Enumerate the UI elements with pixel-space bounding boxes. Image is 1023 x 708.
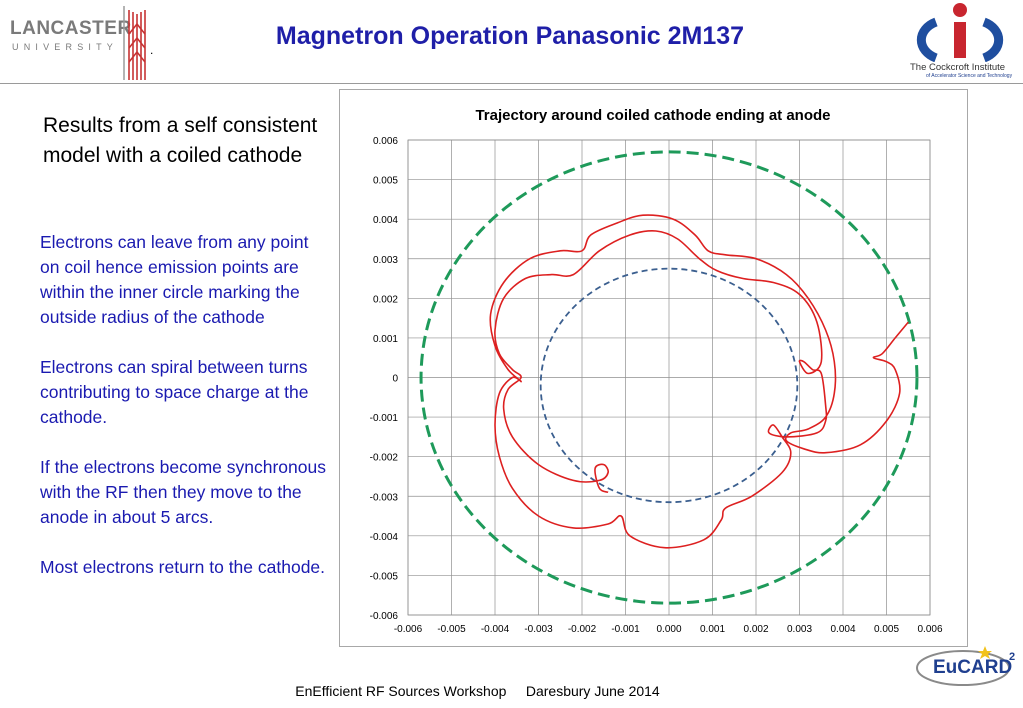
x-tick-label: -0.003: [524, 624, 553, 635]
lancaster-logo-name: LANCASTER: [10, 18, 132, 39]
cathode-circle: [539, 267, 799, 504]
eucard-logo-name: EuCARD: [933, 657, 1013, 678]
footer-text: EnEfficient RF Sources Workshop Daresbur…: [295, 683, 660, 699]
paragraph-synchronous: If the electrons become synchronous with…: [40, 457, 326, 527]
anode-circle: [419, 150, 919, 605]
paragraph-spiral: Electrons can spiral between turns contr…: [40, 357, 309, 427]
x-tick-label: 0.001: [700, 624, 725, 635]
y-tick-label: 0.001: [373, 334, 398, 345]
y-tick-label: -0.006: [370, 611, 399, 622]
explanation-paragraphs: Electrons can leave from any point on co…: [40, 230, 330, 605]
eucard-logo-superscript: 2: [1009, 651, 1016, 663]
y-tick-label: 0.006: [373, 136, 398, 147]
series-layer: [419, 150, 919, 605]
grid-layer: [407, 139, 931, 616]
cockcroft-institute-logo: The Cockcroft Institute of Accelerator S…: [900, 0, 1022, 82]
cockcroft-emblem-icon: [916, 3, 1004, 63]
plot-area-border: [407, 139, 931, 616]
x-tick-label: -0.001: [611, 624, 640, 635]
y-tick-label: -0.001: [370, 413, 399, 424]
tick-labels: -0.006 -0.005 -0.004 -0.003 -0.002 -0.001 0.00…: [370, 136, 943, 635]
intro-text: Results from a self consistent model wit…: [43, 114, 318, 167]
lancaster-logo-subtitle: UNIVERSITY: [12, 42, 119, 52]
eucard-swoosh-icon: [916, 646, 1010, 686]
paragraph-emission: Electrons can leave from any point on co…: [40, 232, 309, 327]
paragraph-return: Most electrons return to the cathode.: [40, 557, 326, 577]
x-tick-label: 0.003: [787, 624, 812, 635]
x-tick-label: -0.005: [437, 624, 466, 635]
chart-container: Trajectory around coiled cathode ending …: [339, 89, 968, 647]
x-tick-label: -0.004: [481, 624, 510, 635]
y-tick-label: -0.004: [370, 532, 399, 543]
y-tick-label: 0.004: [373, 215, 398, 226]
cockcroft-logo-name: The Cockcroft Institute: [910, 62, 1006, 73]
y-tick-label: -0.002: [370, 453, 399, 464]
y-tick-label: -0.003: [370, 492, 399, 503]
x-tick-label: 0.000: [656, 624, 681, 635]
y-tick-label: 0.002: [373, 294, 398, 305]
x-tick-label: -0.002: [568, 624, 597, 635]
chart-title: Trajectory around coiled cathode ending …: [475, 107, 830, 124]
y-tick-label: 0.005: [373, 176, 398, 187]
cockcroft-logo-subtitle: of Accelerator Science and Technology: [926, 73, 1013, 79]
x-tick-label: 0.002: [743, 624, 768, 635]
y-tick-label: 0: [392, 374, 398, 385]
eucard-logo: EuCARD 2: [913, 642, 1019, 692]
page-title: Magnetron Operation Panasonic 2M137: [275, 22, 745, 50]
y-tick-label: -0.005: [370, 571, 399, 582]
x-tick-label: 0.006: [917, 624, 942, 635]
electron-trajectory: [489, 214, 909, 549]
x-tick-label: 0.005: [874, 624, 899, 635]
lancaster-university-logo: LANCASTER UNIVERSITY .: [8, 4, 158, 82]
lancaster-crest-icon: .: [123, 6, 153, 80]
y-tick-label: 0.003: [373, 255, 398, 266]
header-divider: [0, 83, 1023, 84]
svg-text:.: .: [150, 43, 153, 57]
x-tick-label: -0.006: [394, 624, 423, 635]
x-tick-label: 0.004: [830, 624, 855, 635]
trajectory-chart: Trajectory around coiled cathode ending …: [370, 107, 943, 635]
